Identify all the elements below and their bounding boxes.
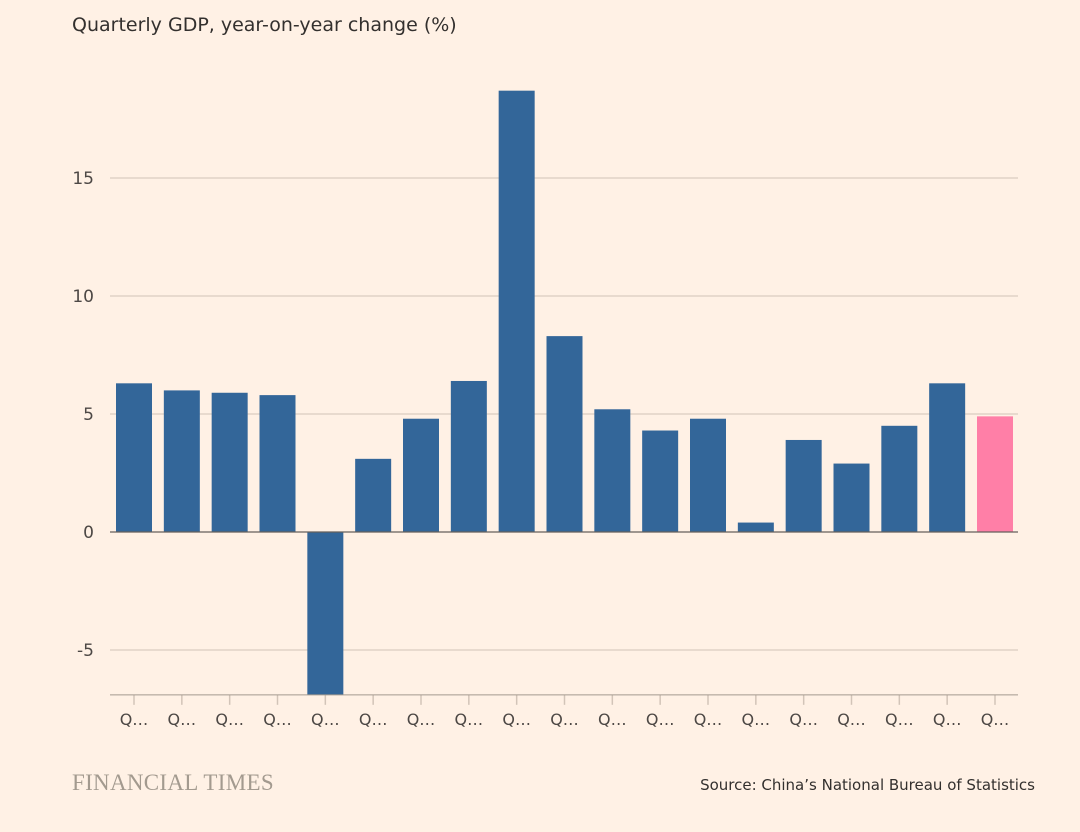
bar: [737, 522, 774, 532]
y-tick-label: 15: [72, 169, 94, 189]
bar: [977, 416, 1013, 532]
bar: [307, 532, 344, 695]
x-tick-label: Q…: [598, 710, 627, 729]
bar: [690, 418, 726, 532]
x-tick-label: Q…: [215, 710, 244, 729]
bar: [163, 390, 200, 532]
bar: [355, 458, 392, 532]
x-tick-label: Q…: [742, 710, 771, 729]
x-tick-label: Q…: [502, 710, 531, 729]
x-tick-label: Q…: [455, 710, 484, 729]
bar: [403, 418, 439, 532]
x-tick-label: Q…: [646, 710, 675, 729]
bar: [594, 409, 631, 532]
x-tick-label: Q…: [311, 710, 340, 729]
y-tick-label: 0: [83, 523, 94, 543]
x-tick-label: Q…: [263, 710, 292, 729]
bar: [929, 383, 966, 532]
y-tick-label: -5: [77, 641, 94, 661]
source-note: Source: China’s National Bureau of Stati…: [700, 776, 1035, 794]
bar: [211, 392, 248, 532]
x-tick-label: Q…: [885, 710, 914, 729]
x-tick-label: Q…: [694, 710, 723, 729]
x-tick-label: Q…: [837, 710, 866, 729]
bar: [546, 336, 583, 532]
x-tick-label: Q…: [550, 710, 579, 729]
x-tick-label: Q…: [981, 710, 1010, 729]
bar: [259, 395, 296, 532]
x-tick-label: Q…: [168, 710, 197, 729]
chart-title: Quarterly GDP, year-on-year change (%): [72, 14, 457, 36]
bar: [642, 430, 679, 532]
ft-logo: FINANCIAL TIMES: [72, 770, 274, 795]
bar: [498, 90, 535, 533]
bar: [450, 380, 487, 532]
x-tick-label: Q…: [933, 710, 962, 729]
bar: [116, 383, 152, 532]
bar: [785, 439, 822, 532]
bar: [833, 463, 870, 532]
y-tick-label: 5: [83, 405, 94, 425]
x-tick-label: Q…: [120, 710, 149, 729]
x-tick-label: Q…: [359, 710, 388, 729]
bar: [881, 425, 918, 532]
x-tick-label: Q…: [407, 710, 436, 729]
y-tick-label: 10: [72, 287, 94, 307]
x-tick-label: Q…: [789, 710, 818, 729]
